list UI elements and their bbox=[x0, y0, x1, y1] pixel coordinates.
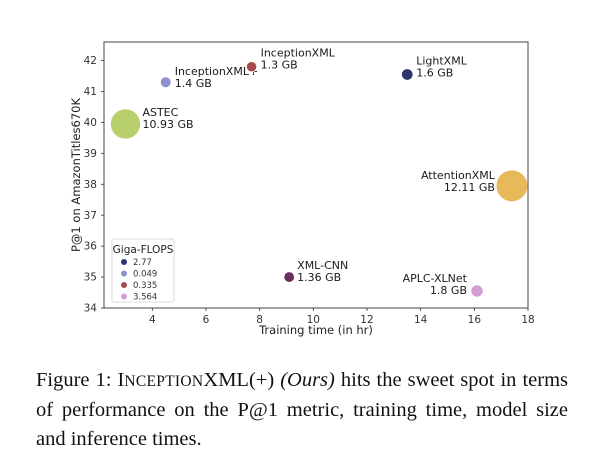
caption-prefix: Figure 1: bbox=[36, 369, 118, 391]
y-tick-label: 35 bbox=[84, 272, 97, 284]
caption-ours: (Ours) bbox=[280, 369, 335, 391]
point-name-label: InceptionXML+ bbox=[175, 65, 258, 78]
legend-title: Giga-FLOPS bbox=[113, 244, 174, 256]
legend-box bbox=[111, 238, 175, 303]
point-name-label: InceptionXML bbox=[261, 47, 336, 60]
point-astec bbox=[109, 108, 141, 140]
figure-caption: Figure 1: INCEPTIONXML(+) (Ours) hits th… bbox=[36, 366, 568, 454]
y-axis-label: P@1 on AmazonTitles670K bbox=[69, 98, 83, 252]
caption-model-smallcaps: NCEPTION bbox=[124, 373, 204, 390]
point-lightxml bbox=[401, 68, 414, 81]
point-size-label: 1.6 GB bbox=[416, 66, 453, 79]
x-tick-label: 18 bbox=[521, 314, 534, 326]
plot-background bbox=[104, 42, 528, 308]
y-tick-label: 38 bbox=[84, 179, 97, 191]
y-tick-label: 36 bbox=[84, 241, 98, 253]
point-size-label: 1.4 GB bbox=[175, 77, 212, 90]
legend-label: 0.335 bbox=[133, 281, 157, 291]
point-name-label: APLC-XLNet bbox=[403, 272, 468, 285]
legend-marker bbox=[121, 270, 127, 277]
point-size-label: 1.36 GB bbox=[297, 271, 341, 284]
point-size-label: 1.3 GB bbox=[261, 59, 298, 72]
legend-label: 0.049 bbox=[133, 270, 157, 280]
x-tick-label: 6 bbox=[203, 314, 210, 326]
legend-label: 3.564 bbox=[133, 293, 157, 303]
point-size-label: 1.8 GB bbox=[430, 284, 467, 297]
x-tick-label: 8 bbox=[256, 314, 263, 326]
y-tick-label: 37 bbox=[84, 210, 97, 222]
x-axis-label: Training time (in hr) bbox=[258, 323, 373, 337]
point-name-label: ASTEC bbox=[142, 106, 178, 119]
point-size-label: 10.93 GB bbox=[142, 118, 193, 131]
x-tick-label: 14 bbox=[414, 314, 428, 326]
x-tick-label: 10 bbox=[307, 314, 320, 326]
legend-label: 2.77 bbox=[133, 258, 152, 268]
point-attentionxml bbox=[495, 169, 529, 203]
legend-marker bbox=[121, 259, 127, 265]
y-tick-label: 42 bbox=[84, 55, 97, 67]
point-size-label: 12.11 GB bbox=[444, 181, 495, 194]
legend-marker bbox=[121, 293, 127, 300]
point-name-label: AttentionXML bbox=[421, 169, 496, 182]
x-tick-label: 16 bbox=[468, 314, 482, 326]
point-inceptionxml bbox=[245, 61, 258, 73]
caption-model-rest: XML(+) bbox=[203, 369, 281, 391]
x-tick-label: 4 bbox=[149, 314, 156, 326]
point-xml-cnn bbox=[283, 271, 295, 283]
y-tick-label: 34 bbox=[84, 303, 98, 315]
point-inceptionxml bbox=[159, 76, 172, 89]
point-name-label: XML-CNN bbox=[297, 259, 348, 272]
y-tick-label: 39 bbox=[84, 148, 97, 160]
y-tick-label: 41 bbox=[84, 86, 97, 98]
caption-text: hits the sweet spot in terms of performa… bbox=[36, 369, 568, 450]
point-name-label: LightXML bbox=[416, 54, 467, 67]
point-aplc-xlnet bbox=[470, 284, 484, 298]
x-axis-ticks: 4 6 8 10 12 14 16 18 bbox=[149, 308, 535, 326]
x-tick-label: 12 bbox=[360, 314, 373, 326]
y-tick-label: 40 bbox=[84, 117, 97, 129]
y-axis-ticks: 34 35 36 37 38 39 40 41 42 bbox=[84, 55, 104, 315]
caption-model-initial: I bbox=[117, 369, 125, 391]
plot-frame bbox=[103, 41, 529, 309]
legend-marker bbox=[121, 282, 127, 288]
